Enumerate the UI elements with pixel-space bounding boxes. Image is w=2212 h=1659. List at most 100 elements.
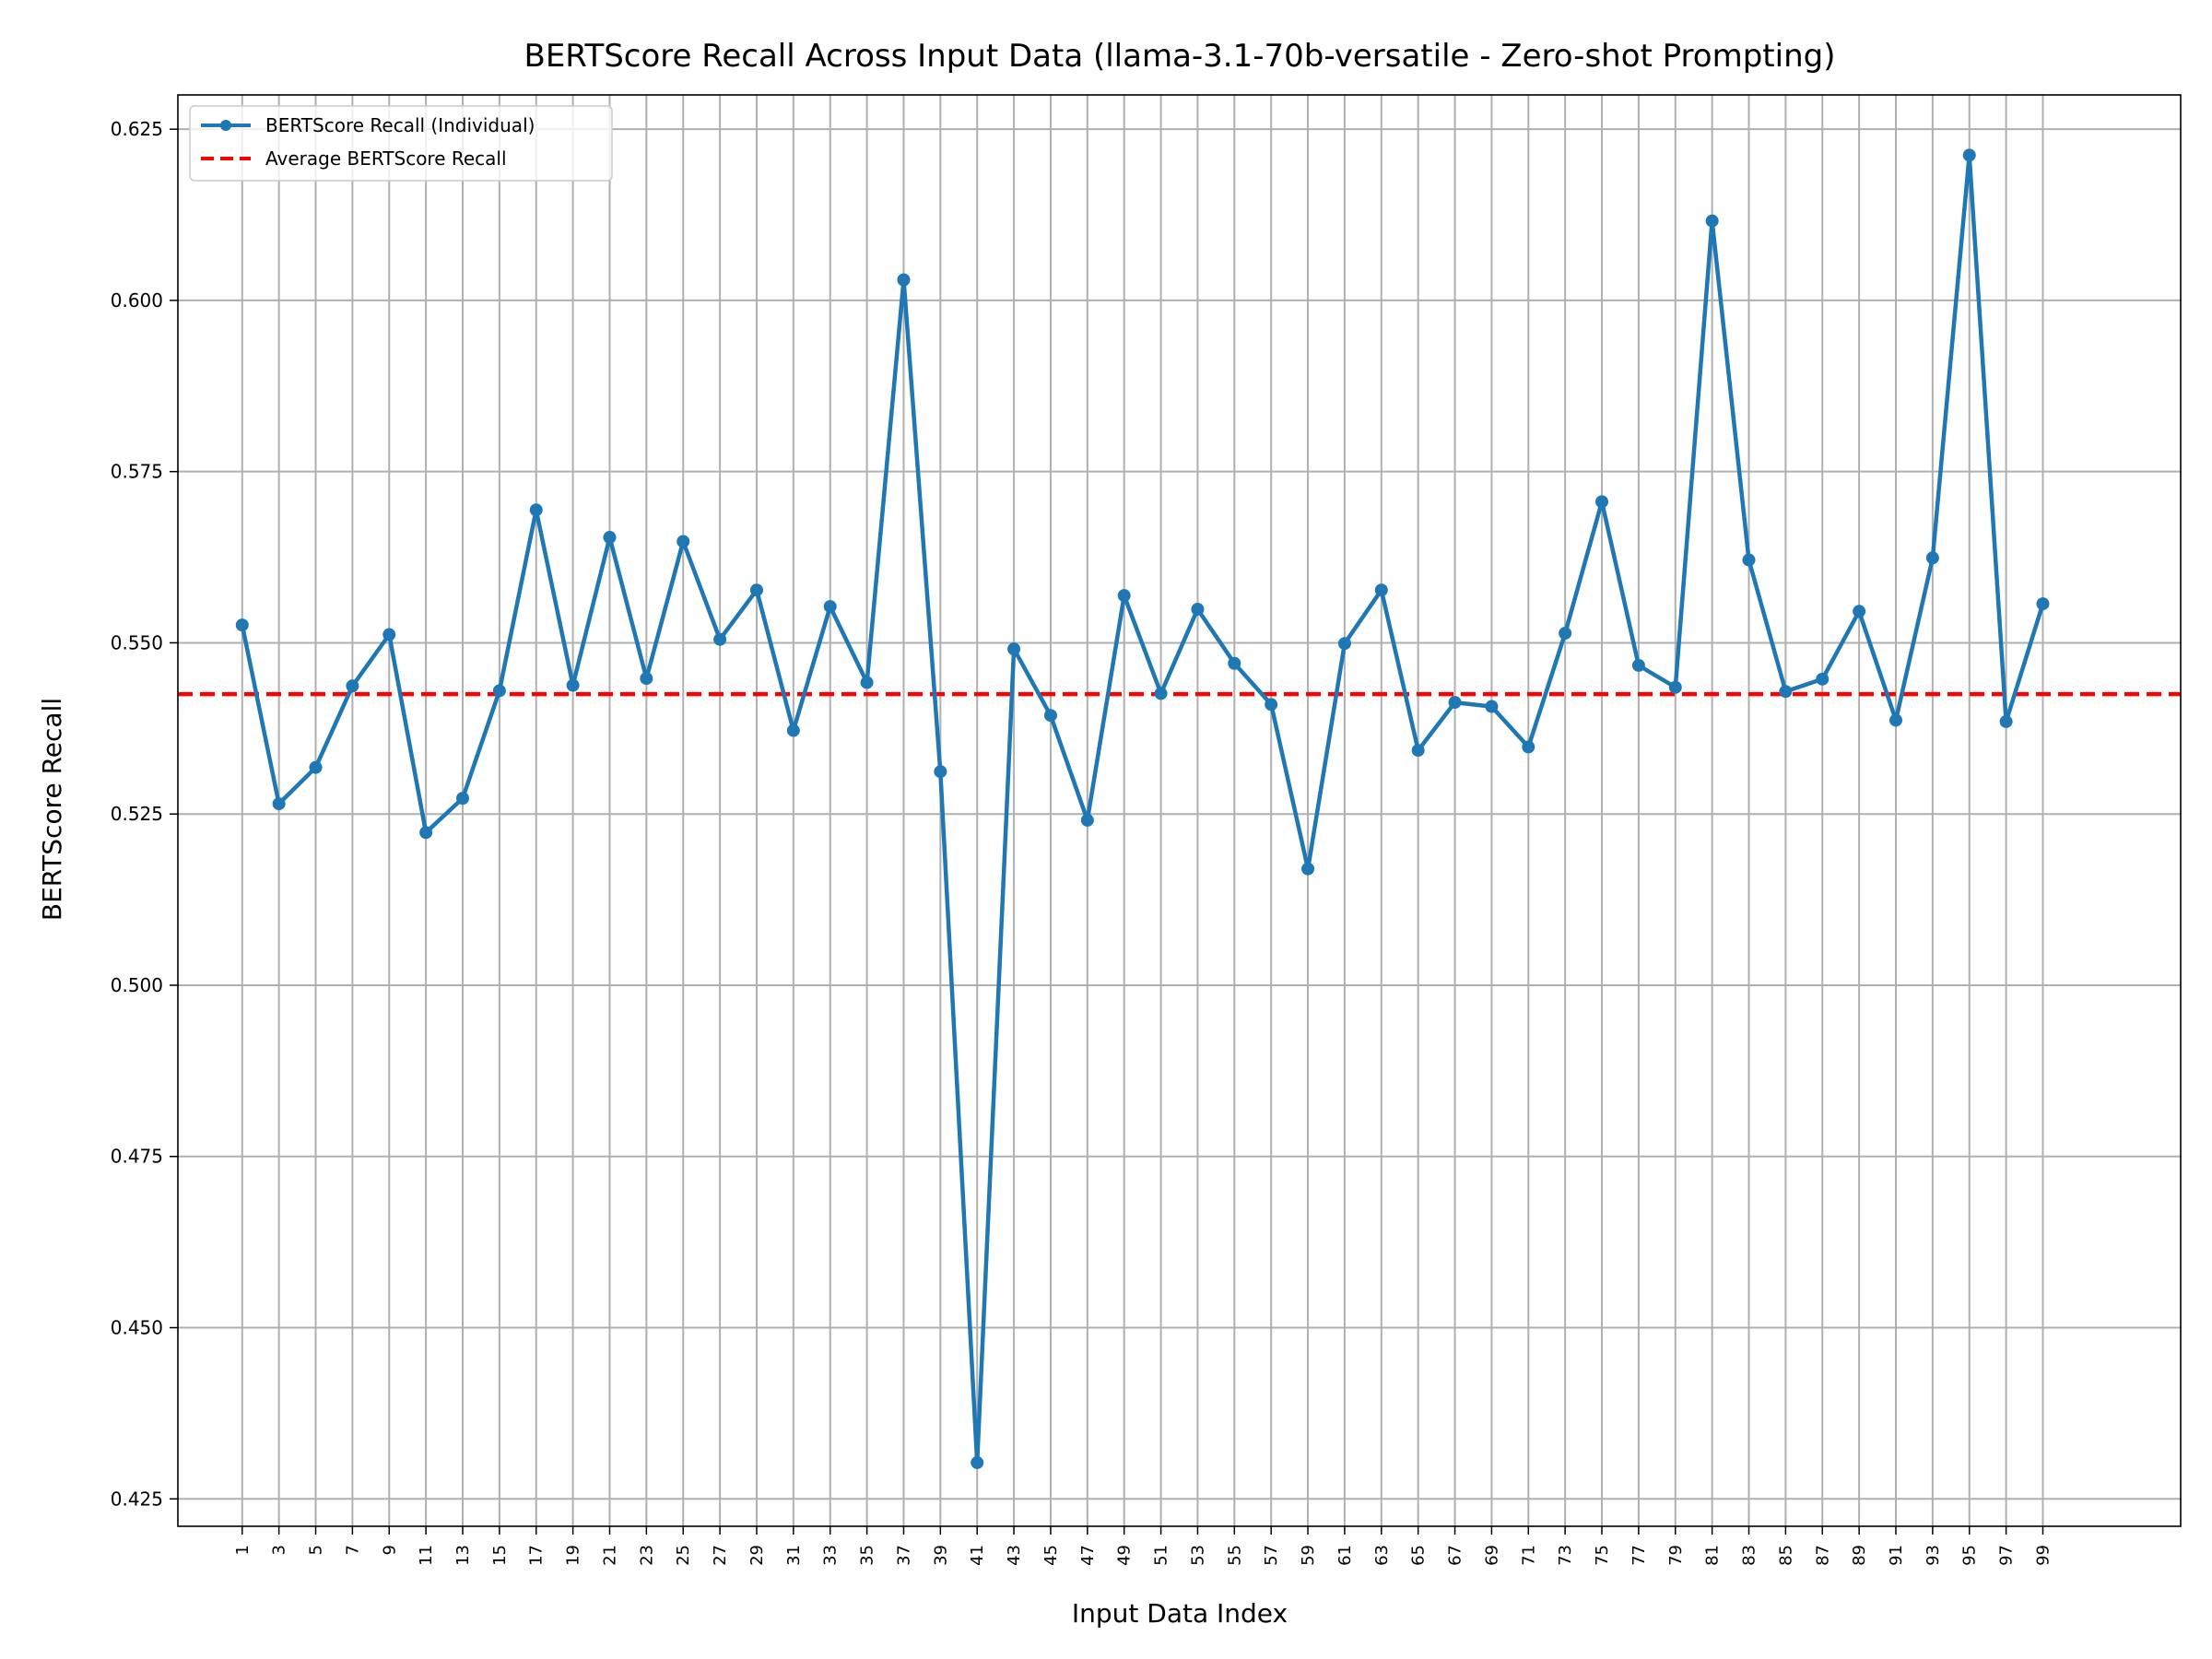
- legend-label-individual: BERTScore Recall (Individual): [265, 114, 535, 136]
- x-tick-label: 77: [1630, 1545, 1649, 1566]
- x-tick-label: 27: [711, 1545, 730, 1566]
- data-point: [346, 679, 359, 693]
- data-point: [1631, 658, 1645, 672]
- x-tick-label: 79: [1666, 1545, 1686, 1566]
- x-tick-label: 35: [858, 1545, 877, 1566]
- x-tick-label: 21: [600, 1545, 619, 1566]
- data-point: [272, 797, 286, 811]
- x-tick-label: 67: [1446, 1545, 1465, 1566]
- x-tick-label: 87: [1813, 1545, 1832, 1566]
- x-tick-label: 99: [2033, 1545, 2053, 1566]
- data-point: [1448, 696, 1462, 710]
- data-point: [603, 531, 617, 545]
- data-point: [1191, 603, 1205, 617]
- x-tick-label: 91: [1887, 1545, 1906, 1566]
- y-axis-label: BERTScore Recall: [37, 698, 67, 921]
- data-point: [1962, 148, 1976, 162]
- x-tick-label: 85: [1776, 1545, 1795, 1566]
- data-point: [749, 583, 763, 597]
- x-tick-label: 3: [270, 1545, 289, 1555]
- data-point: [934, 765, 947, 779]
- x-tick-label: 37: [894, 1545, 913, 1566]
- x-tick-label: 61: [1335, 1545, 1355, 1566]
- x-tick-label: 55: [1225, 1545, 1244, 1566]
- x-tick-label: 39: [931, 1545, 950, 1566]
- data-point: [2036, 597, 2050, 611]
- data-point: [1007, 642, 1021, 656]
- data-point: [640, 672, 653, 686]
- data-point: [456, 792, 470, 806]
- x-tick-label: 71: [1519, 1545, 1538, 1566]
- x-tick-label: 81: [1703, 1545, 1723, 1566]
- data-point: [1411, 744, 1425, 758]
- x-tick-label: 89: [1850, 1545, 1869, 1566]
- x-tick-label: 57: [1262, 1545, 1281, 1566]
- y-tick-label: 0.600: [111, 289, 163, 312]
- x-tick-label: 25: [674, 1545, 693, 1566]
- x-tick-label: 75: [1593, 1545, 1612, 1566]
- x-tick-label: 47: [1078, 1545, 1098, 1566]
- data-point: [529, 503, 543, 517]
- data-point: [419, 826, 433, 840]
- x-tick-label: 95: [1960, 1545, 1980, 1566]
- data-point: [1043, 709, 1057, 723]
- y-tick-label: 0.525: [111, 803, 163, 825]
- data-point: [1816, 672, 1830, 686]
- data-point: [897, 273, 911, 287]
- data-point: [1999, 714, 2013, 728]
- data-point: [1595, 495, 1609, 509]
- x-tick-label: 1: [233, 1545, 253, 1555]
- y-tick-label: 0.625: [111, 118, 163, 140]
- y-tick-label: 0.450: [111, 1317, 163, 1339]
- data-point: [1228, 656, 1241, 670]
- x-axis-label: Input Data Index: [1072, 1598, 1288, 1629]
- chart-title: BERTScore Recall Across Input Data (llam…: [524, 38, 1836, 75]
- x-tick-label: 41: [968, 1545, 987, 1566]
- x-tick-label: 45: [1041, 1545, 1061, 1566]
- data-point: [860, 676, 874, 689]
- grid-layer: [178, 95, 2181, 1526]
- data-point: [823, 600, 837, 614]
- x-tick-label: 43: [1005, 1545, 1024, 1566]
- data-point: [235, 618, 249, 632]
- x-tick-label: 83: [1740, 1545, 1759, 1566]
- y-tick-label: 0.575: [111, 461, 163, 483]
- x-tick-label: 97: [1997, 1545, 2017, 1566]
- x-tick-label: 69: [1482, 1545, 1501, 1566]
- data-point: [1374, 583, 1388, 597]
- y-tick-label: 0.500: [111, 974, 163, 996]
- series-layer: [235, 148, 2050, 1469]
- data-point: [713, 632, 727, 646]
- data-point: [382, 628, 396, 641]
- data-point: [1080, 813, 1094, 827]
- x-tick-label: 23: [637, 1545, 656, 1566]
- data-point: [1117, 589, 1131, 603]
- x-tick-label: 59: [1299, 1545, 1318, 1566]
- data-point: [1925, 551, 1939, 565]
- data-point: [1522, 740, 1535, 754]
- data-point: [1301, 862, 1315, 876]
- x-tick-label: 15: [490, 1545, 510, 1566]
- y-tick-label: 0.475: [111, 1146, 163, 1168]
- x-tick-label: 51: [1152, 1545, 1171, 1566]
- x-tick-layer: 1 3 5 7 9 11 13 15 17 19 21 23 25 27 29 31 33 35 37 39 41 43 4…: [233, 1526, 2053, 1566]
- data-point: [1485, 700, 1499, 713]
- data-point: [1668, 680, 1682, 694]
- data-point: [677, 535, 690, 548]
- data-point: [1154, 687, 1168, 700]
- legend-box: [189, 105, 613, 182]
- x-tick-label: 7: [343, 1545, 362, 1555]
- data-point: [1559, 627, 1572, 641]
- x-tick-label: 29: [747, 1545, 767, 1566]
- legend: BERTScore Recall (Individual) Average BE…: [189, 105, 613, 182]
- y-tick-label: 0.550: [111, 631, 163, 653]
- x-tick-label: 11: [417, 1545, 436, 1566]
- legend-marker-individual: [220, 120, 231, 131]
- data-point: [1742, 553, 1756, 567]
- x-tick-label: 73: [1556, 1545, 1575, 1566]
- x-tick-label: 53: [1188, 1545, 1207, 1566]
- data-point: [1888, 713, 1902, 727]
- data-point: [971, 1455, 984, 1469]
